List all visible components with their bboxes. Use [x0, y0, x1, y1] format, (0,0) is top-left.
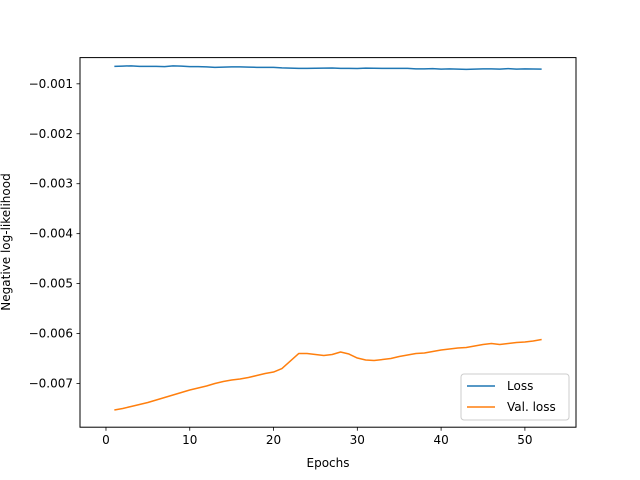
ticks: 0 10 20 30 40 50 −0.007 −0.006 −0.005 −0.004 −0.00…: [29, 77, 533, 447]
x-tick-label: 40: [433, 433, 448, 447]
axes-frame: [79, 57, 577, 428]
plot-area: [114, 65, 542, 411]
x-tick-label: 30: [350, 433, 365, 447]
y-tick-label: −0.004: [29, 227, 73, 241]
legend-label-val-loss: Val. loss: [507, 400, 556, 414]
series-line-val-loss: [114, 338, 542, 411]
y-tick-label: −0.001: [29, 77, 73, 91]
series-line-loss: [114, 65, 542, 71]
x-tick-label: 0: [102, 433, 110, 447]
x-tick-label: 10: [182, 433, 197, 447]
x-tick-label: 50: [517, 433, 532, 447]
y-tick-label: −0.005: [29, 277, 73, 291]
legend-label-loss: Loss: [507, 379, 533, 393]
y-tick-label: −0.003: [29, 177, 73, 191]
y-tick-label: −0.002: [29, 127, 73, 141]
y-tick-label: −0.007: [29, 376, 73, 390]
y-axis-label: Negative log-likelihood: [0, 173, 13, 310]
legend: Loss Val. loss: [460, 373, 570, 421]
x-tick-label: 20: [266, 433, 281, 447]
x-axis-label: Epochs: [307, 456, 350, 470]
y-tick-label: −0.006: [29, 327, 73, 341]
